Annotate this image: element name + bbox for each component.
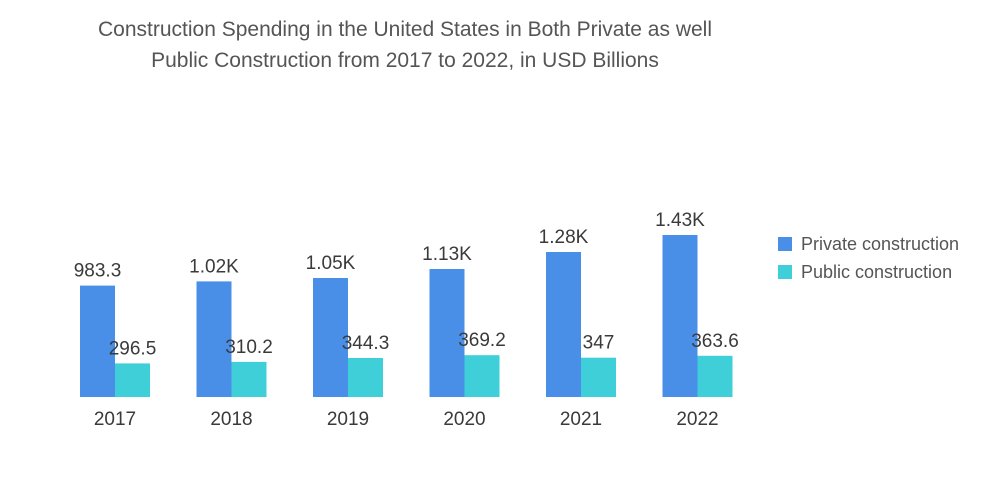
x-tick-label-2017: 2017 — [94, 409, 136, 430]
value-label-private-2017: 983.3 — [74, 261, 122, 282]
value-label-public-2017: 296.5 — [109, 338, 157, 359]
value-labels-layer: 983.3 296.5 1.02K 310.2 1.05K 344.3 1.13K 369.2… — [74, 210, 739, 359]
bar-private-2020[interactable] — [429, 269, 465, 397]
bar-public-2021[interactable] — [581, 357, 616, 397]
legend-item-public[interactable]: Public construction — [778, 258, 993, 286]
x-tick-label-2022: 2022 — [676, 409, 718, 430]
value-label-public-2019: 344.3 — [342, 333, 390, 354]
legend-swatch-public — [778, 265, 792, 279]
legend-label-public: Public construction — [801, 261, 953, 282]
legend-swatch-private — [778, 237, 792, 251]
bar-public-2019[interactable] — [348, 358, 383, 397]
value-label-public-2020: 369.2 — [458, 330, 506, 351]
chart-title-line-2: Public Construction from 2017 to 2022, i… — [151, 49, 659, 72]
value-label-public-2018: 310.2 — [225, 337, 273, 358]
x-tick-label-2021: 2021 — [560, 409, 602, 430]
value-label-private-2018: 1.02K — [189, 256, 239, 277]
legend-item-private[interactable]: Private construction — [778, 230, 993, 258]
value-label-private-2022: 1.43K — [655, 210, 705, 231]
bar-public-2022[interactable] — [697, 355, 733, 397]
bar-public-2020[interactable] — [464, 355, 500, 397]
chart-title: Construction Spending in the United Stat… — [30, 14, 780, 76]
x-axis-ticks: 2017 2018 2019 2020 2021 2022 — [94, 409, 719, 430]
value-label-private-2020: 1.13K — [422, 244, 472, 265]
bar-private-2021[interactable] — [546, 252, 581, 397]
bar-public-2017[interactable] — [115, 363, 150, 397]
x-tick-label-2020: 2020 — [443, 409, 485, 430]
value-label-public-2022: 363.6 — [691, 331, 739, 352]
legend-label-private: Private construction — [801, 233, 960, 254]
value-label-private-2019: 1.05K — [306, 253, 356, 274]
bars-layer — [80, 235, 733, 397]
bar-private-2022[interactable] — [662, 235, 698, 397]
value-label-public-2021: 347 — [583, 333, 615, 354]
legend: Private construction Public construction — [778, 230, 993, 286]
bar-public-2018[interactable] — [231, 361, 267, 397]
x-tick-label-2018: 2018 — [210, 409, 252, 430]
bar-private-2017[interactable] — [80, 285, 115, 397]
value-label-private-2021: 1.28K — [539, 227, 589, 248]
bar-private-2018[interactable] — [196, 281, 232, 397]
bar-private-2019[interactable] — [313, 278, 348, 397]
x-tick-label-2019: 2019 — [327, 409, 369, 430]
chart-title-line-1: Construction Spending in the United Stat… — [97, 18, 712, 41]
